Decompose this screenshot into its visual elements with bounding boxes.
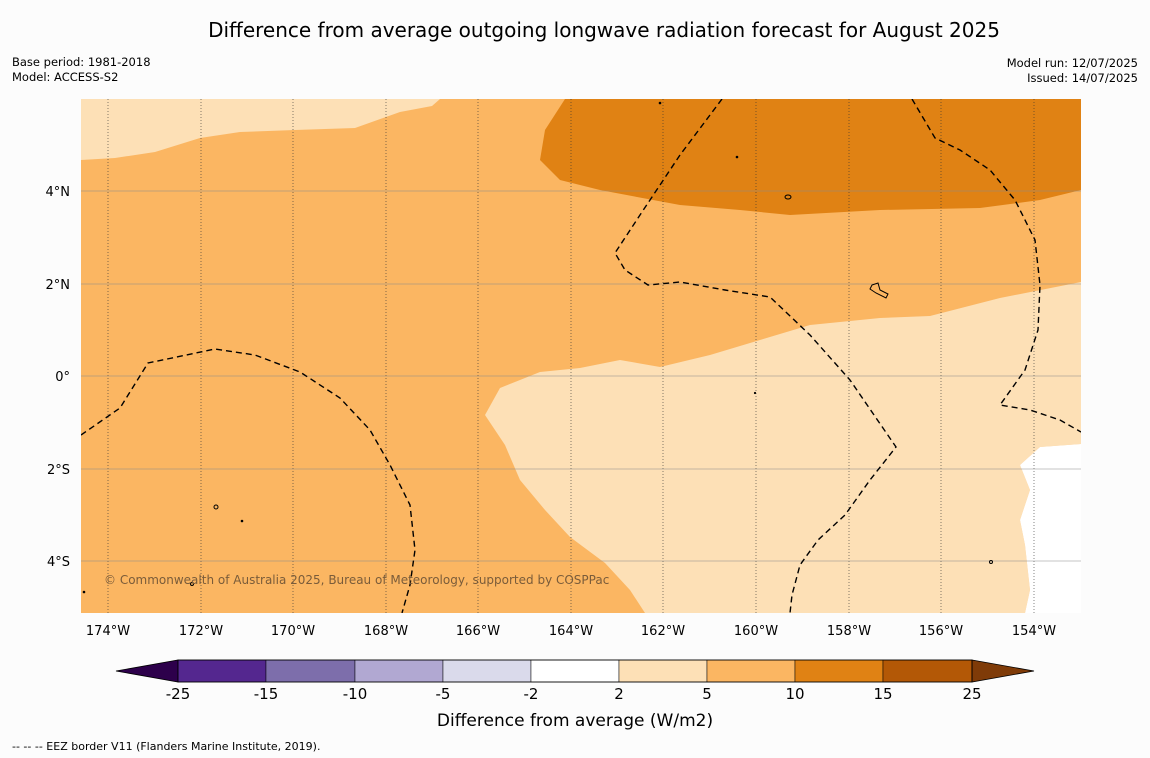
colorbar-tick-label: -25 bbox=[166, 685, 191, 703]
lon-tick-label: 164°W bbox=[549, 624, 593, 639]
colorbar-tick-label: 10 bbox=[785, 685, 804, 703]
latitude-gridlines bbox=[81, 190, 1081, 562]
lat-tick-label: 2°N bbox=[46, 278, 71, 293]
anomaly-neutral-region bbox=[1020, 444, 1081, 613]
lon-tick-label: 160°W bbox=[734, 624, 778, 639]
colorbar-segment bbox=[265, 659, 356, 683]
lon-tick-label: 168°W bbox=[364, 624, 408, 639]
colorbar-segment bbox=[530, 659, 620, 683]
base-period: Base period: 1981-2018 bbox=[12, 55, 151, 69]
lon-tick-label: 172°W bbox=[179, 624, 223, 639]
eez-legend-note: -- -- -- EEZ border V11 (Flanders Marine… bbox=[12, 740, 321, 753]
lon-tick-label: 158°W bbox=[827, 624, 871, 639]
colorbar-segment bbox=[442, 659, 532, 683]
copyright-text: © Commonwealth of Australia 2025, Bureau… bbox=[104, 573, 609, 587]
lon-tick-label: 170°W bbox=[271, 624, 315, 639]
colorbar-segment bbox=[177, 659, 267, 683]
lon-tick-label: 166°W bbox=[456, 624, 500, 639]
longitude-tick-labels: 174°W 172°W 170°W 168°W 166°W 164°W 162°… bbox=[86, 624, 1056, 639]
map-plot-area: © Commonwealth of Australia 2025, Bureau… bbox=[81, 99, 1081, 613]
colorbar-tick-label: -15 bbox=[254, 685, 279, 703]
lon-tick-label: 174°W bbox=[86, 624, 130, 639]
lat-tick-label: 4°S bbox=[47, 555, 70, 570]
colorbar-tick-label: 25 bbox=[962, 685, 981, 703]
lon-tick-label: 154°W bbox=[1012, 624, 1056, 639]
meta-left: Base period: 1981-2018 Model: ACCESS-S2 bbox=[12, 55, 151, 85]
colorbar-label: Difference from average (W/m2) bbox=[437, 711, 713, 731]
model-name: Model: ACCESS-S2 bbox=[12, 70, 119, 84]
colorbar: -25 -15 -10 -5 -2 2 5 10 15 25 Differenc… bbox=[115, 659, 1035, 731]
lat-tick-label: 0° bbox=[55, 370, 70, 385]
colorbar-segment bbox=[706, 659, 796, 683]
lat-tick-label: 4°N bbox=[46, 185, 71, 200]
colorbar-tick-label: -5 bbox=[436, 685, 451, 703]
anomaly-2-to-5-region-nw bbox=[81, 99, 440, 160]
page-title: Difference from average outgoing longwav… bbox=[208, 18, 1000, 42]
anomaly-10-to-15-region bbox=[540, 99, 1081, 215]
colorbar-tick-label: -10 bbox=[343, 685, 368, 703]
lon-tick-label: 162°W bbox=[641, 624, 685, 639]
colorbar-segment bbox=[618, 659, 708, 683]
issued-date: Issued: 14/07/2025 bbox=[1027, 71, 1138, 85]
colorbar-tick-label: 5 bbox=[702, 685, 712, 703]
colorbar-low-extension bbox=[115, 659, 179, 683]
latitude-tick-labels: 4°N 2°N 0° 2°S 4°S bbox=[46, 185, 71, 570]
model-run: Model run: 12/07/2025 bbox=[1006, 56, 1138, 70]
colorbar-high-extension bbox=[971, 659, 1035, 683]
lat-tick-label: 2°S bbox=[47, 463, 70, 478]
anomaly-2-to-5-region-se bbox=[485, 282, 1081, 613]
colorbar-segment bbox=[882, 659, 973, 683]
meta-right: Model run: 12/07/2025 Issued: 14/07/2025 bbox=[1007, 56, 1138, 86]
colorbar-segment bbox=[354, 659, 444, 683]
colorbar-tick-label: 15 bbox=[873, 685, 892, 703]
islands bbox=[82, 101, 993, 594]
eez-borders bbox=[81, 99, 1081, 613]
colorbar-tick-label: 2 bbox=[614, 685, 624, 703]
colorbar-segment bbox=[794, 659, 884, 683]
lon-tick-label: 156°W bbox=[919, 624, 963, 639]
colorbar-tick-label: -2 bbox=[524, 685, 539, 703]
